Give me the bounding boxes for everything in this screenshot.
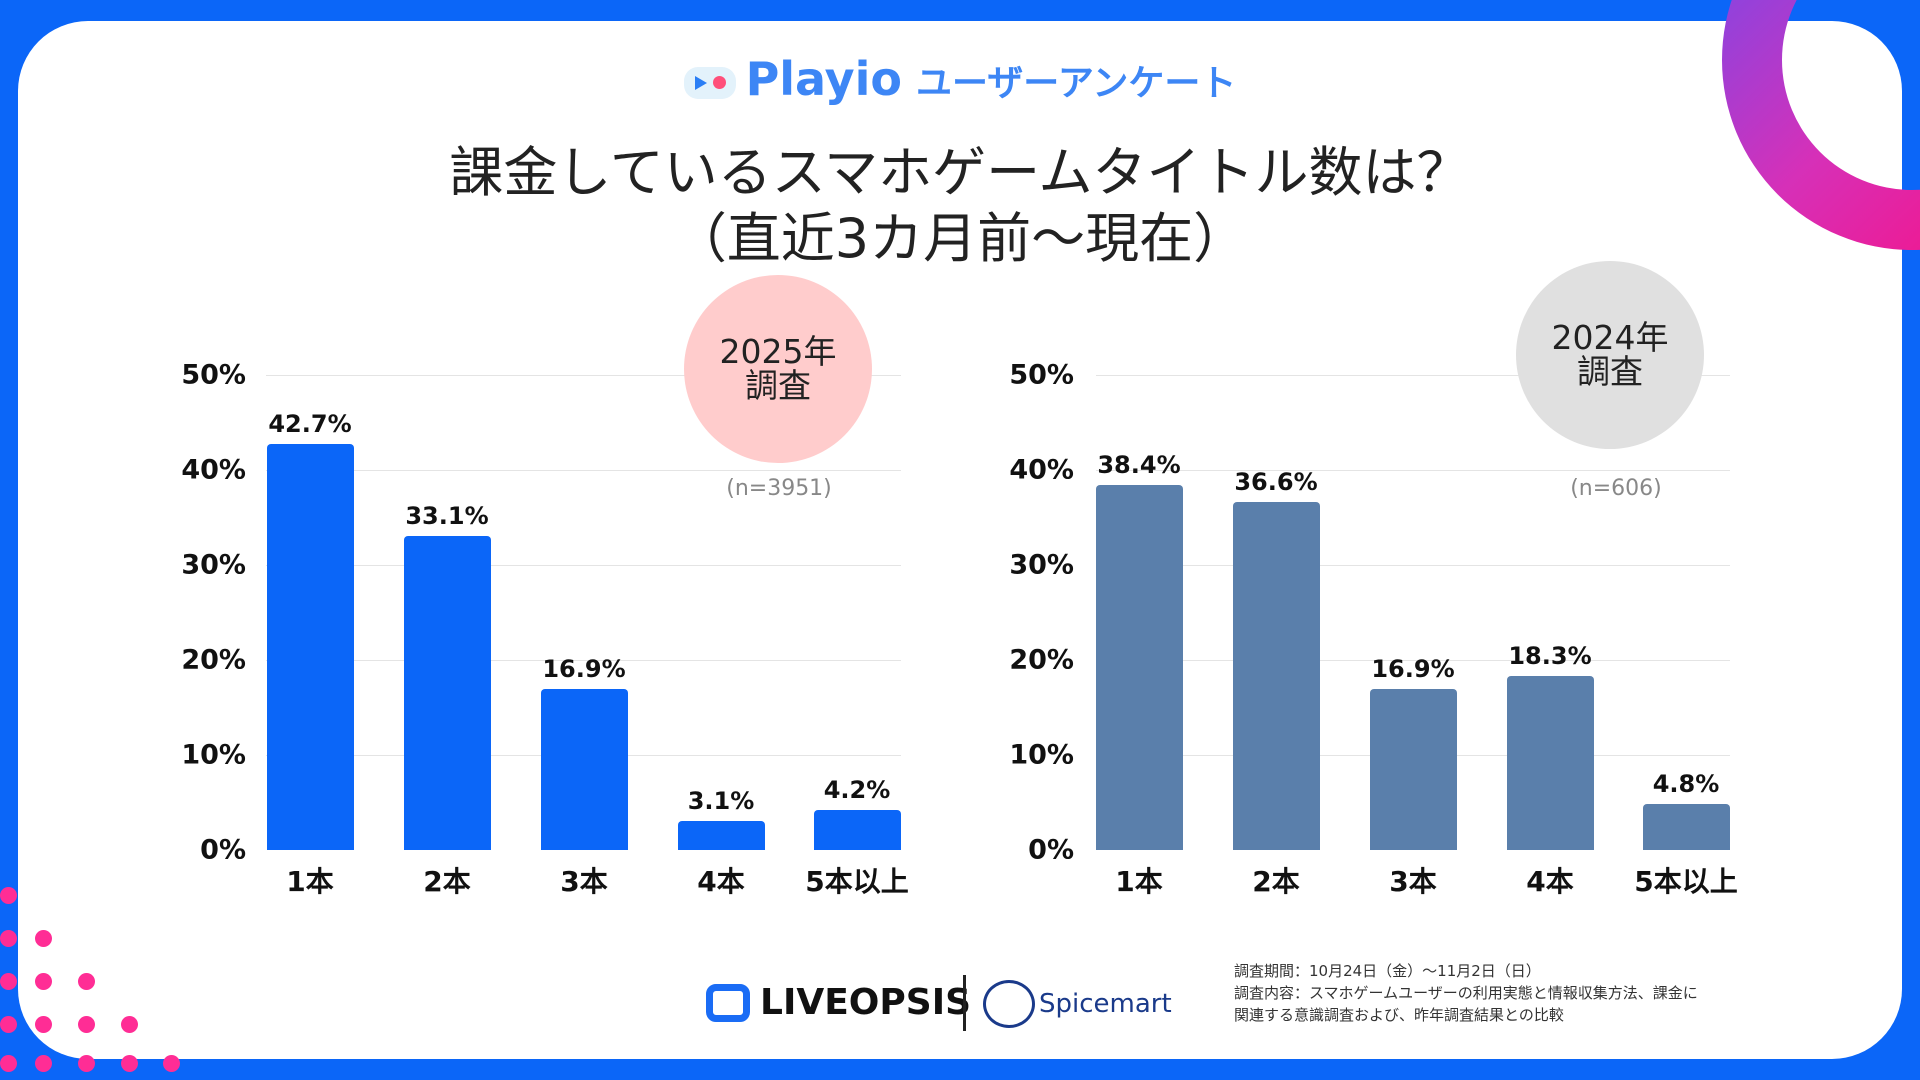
bar xyxy=(1506,676,1594,850)
bar-value-label: 38.4% xyxy=(1097,451,1181,480)
bar-value-label: 33.1% xyxy=(405,501,489,530)
bar xyxy=(1232,502,1320,850)
bar-value-label: 3.1% xyxy=(687,786,755,815)
page-title-sub: （直近3カ月前〜現在） xyxy=(672,207,1248,270)
dot xyxy=(121,1016,138,1033)
dot xyxy=(0,973,17,990)
globe-icon xyxy=(983,980,1035,1028)
gamepad-icon xyxy=(683,66,736,99)
decorative-arc xyxy=(1722,0,1920,250)
dot xyxy=(78,1016,95,1033)
survey-notes: 調査期間：10月24日（金）〜11月2日（日） 調査内容：スマホゲームユーザーの… xyxy=(1234,960,1698,1026)
dot xyxy=(78,1055,95,1072)
spicemart-text: Spicemart xyxy=(1039,989,1172,1019)
survey-year-badge: 2025年 調査 xyxy=(684,275,872,463)
bar-value-label: 4.2% xyxy=(823,776,891,805)
survey-year-badge: 2024年 調査 xyxy=(1516,261,1704,449)
x-category-label: 4本 xyxy=(1526,865,1574,898)
logo-divider xyxy=(963,975,966,1031)
y-tick-label: 40% xyxy=(1009,454,1074,486)
x-category-label: 1本 xyxy=(286,865,334,898)
liveopsis-logo: LIVEOPSIS xyxy=(706,982,971,1023)
bar-value-label: 16.9% xyxy=(542,655,626,684)
dot xyxy=(35,1055,52,1072)
dot xyxy=(163,1055,180,1072)
bar xyxy=(540,689,628,850)
gridline xyxy=(266,470,901,471)
x-category-label: 2本 xyxy=(423,865,471,898)
y-tick-label: 30% xyxy=(181,549,246,581)
liveopsis-icon xyxy=(706,983,750,1022)
brand-subtitle: ユーザーアンケート xyxy=(916,63,1237,104)
sample-size: (n=3951) xyxy=(726,476,832,501)
survey-content-cont: 関連する意識調査および、昨年調査結果との比較 xyxy=(1234,1006,1564,1024)
gridline xyxy=(266,660,901,661)
x-category-label: 5本以上 xyxy=(805,865,909,898)
gridline xyxy=(1096,375,1730,376)
y-tick-label: 0% xyxy=(200,834,246,866)
bar xyxy=(266,444,354,850)
bar-value-label: 16.9% xyxy=(1371,655,1455,684)
y-tick-label: 50% xyxy=(1009,359,1074,391)
y-tick-label: 10% xyxy=(181,739,246,771)
dot xyxy=(0,1016,17,1033)
x-category-label: 3本 xyxy=(560,865,608,898)
bar xyxy=(677,820,765,850)
x-category-label: 4本 xyxy=(697,865,745,898)
sample-size: (n=606) xyxy=(1570,476,1662,501)
survey-content: 調査内容：スマホゲームユーザーの利用実態と情報収集方法、課金に xyxy=(1234,984,1698,1002)
bar-value-label: 4.8% xyxy=(1652,770,1720,799)
liveopsis-text: LIVEOPSIS xyxy=(760,982,972,1023)
x-category-label: 5本以上 xyxy=(1634,865,1738,898)
survey-period: 調査期間：10月24日（金）〜11月2日（日） xyxy=(1234,962,1541,980)
gridline xyxy=(266,375,901,376)
y-tick-label: 40% xyxy=(181,454,246,486)
y-tick-label: 10% xyxy=(1009,739,1074,771)
dot xyxy=(121,1055,138,1072)
bar xyxy=(1642,804,1730,850)
brand-header: Playio ユーザーアンケート xyxy=(0,52,1920,106)
x-category-label: 2本 xyxy=(1252,865,1300,898)
bar xyxy=(403,535,491,850)
gridline xyxy=(1096,565,1730,566)
dot xyxy=(0,887,17,904)
badge-text: 2024年 xyxy=(1551,318,1669,357)
gridline xyxy=(1096,470,1730,471)
bar-value-label: 42.7% xyxy=(268,410,352,439)
y-tick-label: 50% xyxy=(181,359,246,391)
x-category-label: 3本 xyxy=(1389,865,1437,898)
y-tick-label: 0% xyxy=(1028,834,1074,866)
badge-text: 2025年 xyxy=(719,332,837,371)
dot xyxy=(78,973,95,990)
y-tick-label: 20% xyxy=(181,644,246,676)
badge-text: 調査 xyxy=(745,366,811,405)
y-tick-label: 20% xyxy=(1009,644,1074,676)
bar-value-label: 18.3% xyxy=(1508,642,1592,671)
page-title: 課金しているスマホゲームタイトル数は？ xyxy=(449,141,1471,204)
dot xyxy=(35,1016,52,1033)
bar xyxy=(1369,689,1457,850)
gridline xyxy=(1096,660,1730,661)
brand-name: Playio xyxy=(745,52,903,106)
gridline xyxy=(266,565,901,566)
badge-text: 調査 xyxy=(1577,352,1643,391)
spicemart-logo: Spicemart xyxy=(983,980,1172,1028)
y-tick-label: 30% xyxy=(1009,549,1074,581)
bar-value-label: 36.6% xyxy=(1234,468,1318,497)
dot xyxy=(0,1055,17,1072)
dot xyxy=(35,973,52,990)
bar xyxy=(1095,485,1183,850)
dot xyxy=(0,930,17,947)
x-category-label: 1本 xyxy=(1115,865,1163,898)
dot xyxy=(35,930,52,947)
bar xyxy=(813,810,901,850)
